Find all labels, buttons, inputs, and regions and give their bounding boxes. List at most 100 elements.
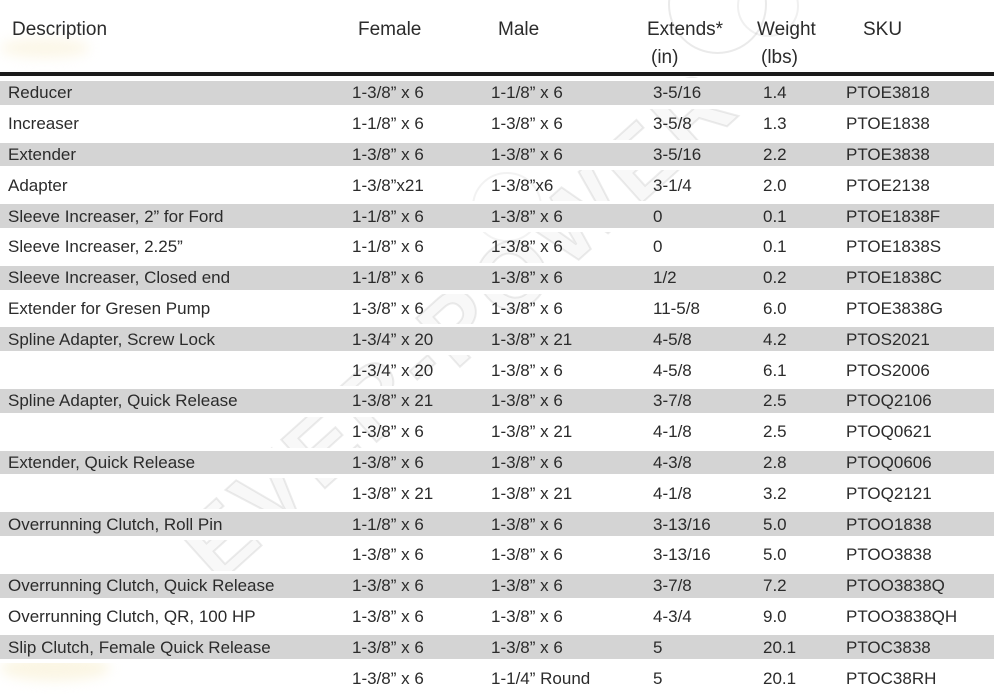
cell-female: 1-3/8” x 6 (352, 668, 424, 688)
cell-male: 1-3/8” x 6 (491, 391, 563, 411)
cell-sku: PTOO3838Q (846, 576, 945, 596)
cell-sku: PTOE1838 (846, 114, 930, 134)
cell-sku: PTOE1838F (846, 206, 941, 226)
cell-female: 1-3/8” x 6 (352, 422, 424, 442)
table-row: Sleeve Increaser, 2” for Ford 1-1/8” x 6… (0, 201, 994, 232)
cell-description: Sleeve Increaser, Closed end (8, 268, 231, 288)
cell-sku: PTOE2138 (846, 175, 930, 195)
cell-sku: PTOE1838S (846, 237, 942, 257)
cell-weight: 3.2 (763, 483, 787, 503)
col-header-weight: Weight (757, 19, 816, 40)
cell-female: 1-3/4” x 20 (352, 360, 434, 380)
cell-weight: 4.2 (763, 329, 787, 349)
cell-male: 1-3/8” x 21 (491, 483, 573, 503)
cell-weight: 6.0 (763, 298, 787, 318)
table-row: Increaser 1-1/8” x 6 1-3/8” x 6 3-5/8 1.… (0, 109, 994, 140)
cell-sku: PTOE1838C (846, 268, 943, 288)
cell-female: 1-1/8” x 6 (352, 237, 424, 257)
cell-sku: PTOE3838 (846, 144, 930, 164)
cell-extends: 4-5/8 (653, 329, 692, 349)
cell-description: Spline Adapter, Screw Lock (8, 329, 215, 349)
table-row: 1-3/8” x 6 1-3/8” x 21 4-1/8 2.5 PTOQ062… (0, 417, 994, 448)
table-row: Slip Clutch, Female Quick Release 1-3/8”… (0, 632, 994, 664)
cell-weight: 5.0 (763, 545, 787, 565)
table-row: Overrunning Clutch, Roll Pin 1-1/8” x 6 … (0, 509, 994, 540)
cell-female: 1-3/8” x 21 (352, 483, 434, 503)
cell-female: 1-3/8” x 6 (352, 606, 424, 626)
cell-extends: 4-3/4 (653, 606, 692, 626)
cell-weight: 20.1 (763, 637, 797, 657)
cell-weight: 20.1 (763, 668, 797, 688)
cell-sku: PTOS2006 (846, 360, 930, 380)
table-row: Sleeve Increaser, Closed end 1-1/8” x 6 … (0, 262, 994, 294)
cell-description: Extender (8, 144, 77, 164)
cell-female: 1-3/8” x 6 (352, 298, 424, 318)
table-row: Spline Adapter, Quick Release 1-3/8” x 2… (0, 385, 994, 417)
table-row: Extender, Quick Release 1-3/8” x 6 1-3/8… (0, 447, 994, 479)
col-header-extends-unit: (in) (651, 47, 679, 68)
cell-weight: 7.2 (763, 576, 787, 596)
cell-extends: 3-7/8 (653, 576, 692, 596)
cell-description: Spline Adapter, Quick Release (8, 391, 238, 411)
cell-extends: 5 (653, 637, 663, 657)
cell-extends: 4-3/8 (653, 452, 692, 472)
cell-male: 1-3/8” x 21 (491, 329, 573, 349)
cell-description: Sleeve Increaser, 2” for Ford (8, 206, 224, 226)
cell-male: 1-3/8” x 6 (491, 606, 563, 626)
cell-male: 1-3/8”x6 (491, 175, 554, 195)
cell-male: 1-3/8” x 6 (491, 452, 563, 472)
cell-female: 1-1/8” x 6 (352, 514, 424, 534)
cell-weight: 5.0 (763, 514, 787, 534)
table-row: Extender 1-3/8” x 6 1-3/8” x 6 3-5/16 2.… (0, 139, 994, 171)
cell-male: 1-3/8” x 6 (491, 237, 563, 257)
table-row: 1-3/8” x 21 1-3/8” x 21 4-1/8 3.2 PTOQ21… (0, 478, 994, 509)
table-row: Overrunning Clutch, Quick Release 1-3/8”… (0, 570, 994, 602)
cell-extends: 3-7/8 (653, 391, 692, 411)
table-header: Description Female Male Extends* (in) We… (0, 0, 994, 77)
cell-weight: 2.5 (763, 422, 787, 442)
cell-extends: 3-13/16 (653, 514, 711, 534)
cell-description: Extender for Gresen Pump (8, 298, 211, 318)
table-row: 1-3/4” x 20 1-3/8” x 6 4-5/8 6.1 PTOS200… (0, 355, 994, 386)
cell-male: 1-3/8” x 6 (491, 576, 563, 596)
cell-sku: PTOO3838 (846, 545, 932, 565)
table-row: Adapter 1-3/8”x21 1-3/8”x6 3-1/4 2.0 PTO… (0, 170, 994, 201)
col-header-weight-unit: (lbs) (761, 47, 798, 68)
cell-female: 1-3/8”x21 (352, 175, 424, 195)
table-row: 1-3/8” x 6 1-1/4” Round 5 20.1 PTOC38RH (0, 663, 994, 694)
cell-description: Extender, Quick Release (8, 452, 196, 472)
cell-sku: PTOC3838 (846, 637, 931, 657)
cell-weight: 2.5 (763, 391, 787, 411)
cell-extends: 0 (653, 237, 663, 257)
cell-female: 1-3/8” x 6 (352, 545, 424, 565)
table-row: Reducer 1-3/8” x 6 1-1/8” x 6 3-5/16 1.4… (0, 78, 994, 109)
cell-female: 1-3/8” x 6 (352, 452, 424, 472)
cell-male: 1-3/8” x 6 (491, 298, 563, 318)
cell-sku: PTOS2021 (846, 329, 930, 349)
cell-description: Reducer (8, 83, 73, 103)
cell-female: 1-3/4” x 20 (352, 329, 434, 349)
cell-male: 1-3/8” x 6 (491, 268, 563, 288)
cell-female: 1-1/8” x 6 (352, 206, 424, 226)
cell-male: 1-3/8” x 6 (491, 206, 563, 226)
cell-male: 1-3/8” x 6 (491, 360, 563, 380)
cell-weight: 1.4 (763, 83, 787, 103)
col-header-sku: SKU (863, 19, 903, 40)
cell-extends: 3-1/4 (653, 175, 692, 195)
cell-male: 1-3/8” x 6 (491, 144, 563, 164)
col-header-female: Female (358, 19, 422, 40)
cell-extends: 1/2 (653, 268, 677, 288)
cell-extends: 3-5/8 (653, 114, 692, 134)
cell-description: Overrunning Clutch, Roll Pin (8, 514, 223, 534)
cell-female: 1-3/8” x 6 (352, 144, 424, 164)
col-header-extends: Extends* (647, 19, 724, 40)
table-row: Overrunning Clutch, QR, 100 HP 1-3/8” x … (0, 602, 994, 633)
cell-extends: 11-5/8 (653, 298, 700, 318)
cell-male: 1-1/8” x 6 (491, 83, 563, 103)
table-body: Reducer 1-3/8” x 6 1-1/8” x 6 3-5/16 1.4… (0, 78, 994, 694)
cell-extends: 4-1/8 (653, 422, 692, 442)
cell-weight: 6.1 (763, 360, 787, 380)
cell-weight: 2.0 (763, 175, 787, 195)
cell-male: 1-3/8” x 6 (491, 545, 563, 565)
